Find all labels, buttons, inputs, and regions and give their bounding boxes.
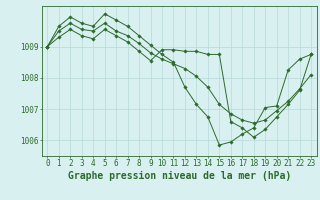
X-axis label: Graphe pression niveau de la mer (hPa): Graphe pression niveau de la mer (hPa) (68, 171, 291, 181)
